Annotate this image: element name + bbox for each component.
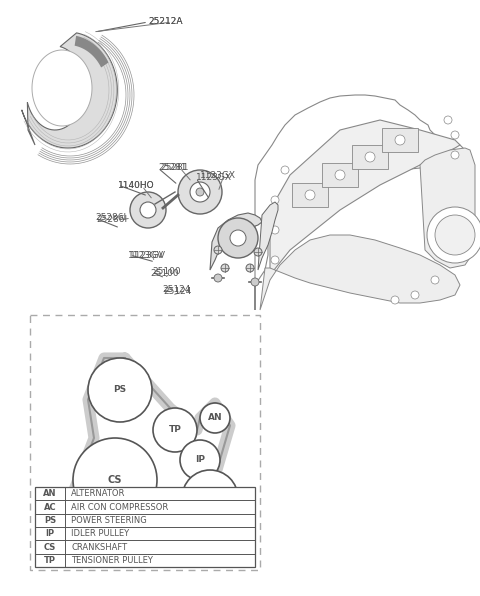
Text: CRANKSHAFT: CRANKSHAFT: [71, 542, 127, 551]
Text: TP: TP: [44, 556, 56, 565]
Circle shape: [444, 116, 452, 124]
Text: IDLER PULLEY: IDLER PULLEY: [71, 529, 129, 538]
Bar: [382, 128, 418, 152]
Circle shape: [230, 230, 246, 246]
Circle shape: [214, 274, 222, 282]
Polygon shape: [258, 202, 278, 270]
Text: CS: CS: [108, 475, 122, 485]
Text: AN: AN: [208, 414, 222, 423]
Circle shape: [451, 151, 459, 159]
Text: 25286I: 25286I: [95, 213, 126, 222]
Bar: [30, 315, 260, 570]
Circle shape: [200, 403, 230, 433]
Text: 1140HO: 1140HO: [118, 182, 155, 191]
Text: 1123GX: 1123GX: [200, 170, 236, 179]
Text: AN: AN: [43, 489, 57, 498]
Bar: [292, 183, 328, 207]
Circle shape: [182, 470, 238, 526]
Circle shape: [427, 207, 480, 263]
Text: PS: PS: [113, 386, 127, 395]
Circle shape: [214, 246, 222, 254]
Text: 25286I: 25286I: [96, 216, 127, 225]
Circle shape: [196, 188, 204, 196]
Text: 25212A: 25212A: [148, 17, 182, 26]
Circle shape: [140, 202, 156, 218]
Circle shape: [391, 296, 399, 304]
Text: AC: AC: [203, 493, 217, 502]
Text: 1140HO: 1140HO: [118, 181, 155, 190]
Circle shape: [153, 408, 197, 452]
Circle shape: [251, 278, 259, 286]
Text: CS: CS: [44, 542, 56, 551]
Text: TENSIONER PULLEY: TENSIONER PULLEY: [71, 556, 153, 565]
Text: 25124: 25124: [163, 287, 192, 296]
Text: 25100: 25100: [150, 269, 179, 278]
Bar: [35, 487, 255, 567]
Polygon shape: [32, 50, 92, 126]
Bar: [352, 145, 388, 169]
Text: AIR CON COMPRESSOR: AIR CON COMPRESSOR: [71, 502, 168, 511]
Circle shape: [130, 192, 166, 228]
Text: ALTERNATOR: ALTERNATOR: [71, 489, 125, 498]
Polygon shape: [210, 213, 262, 270]
Circle shape: [180, 440, 220, 480]
Polygon shape: [75, 36, 108, 67]
Circle shape: [411, 291, 419, 299]
Text: 25281: 25281: [158, 163, 187, 172]
Circle shape: [435, 215, 475, 255]
Text: POWER STEERING: POWER STEERING: [71, 516, 147, 525]
Text: 1123GX: 1123GX: [196, 173, 232, 182]
Circle shape: [395, 135, 405, 145]
Circle shape: [178, 170, 222, 214]
Circle shape: [271, 196, 279, 204]
Bar: [322, 163, 358, 187]
Text: 25212A: 25212A: [148, 17, 182, 26]
Circle shape: [451, 131, 459, 139]
Polygon shape: [22, 33, 117, 148]
Circle shape: [246, 264, 254, 272]
Circle shape: [218, 218, 258, 258]
Polygon shape: [255, 95, 468, 310]
Circle shape: [88, 358, 152, 422]
Text: AC: AC: [44, 502, 56, 511]
Circle shape: [190, 182, 210, 202]
Circle shape: [254, 248, 262, 256]
Text: PS: PS: [44, 516, 56, 525]
Text: 1123GV: 1123GV: [128, 252, 164, 260]
Text: IP: IP: [46, 529, 55, 538]
Circle shape: [271, 256, 279, 264]
Circle shape: [431, 276, 439, 284]
Circle shape: [281, 166, 289, 174]
Text: IP: IP: [195, 455, 205, 464]
Polygon shape: [270, 120, 460, 275]
Text: TP: TP: [168, 426, 181, 434]
Polygon shape: [420, 148, 475, 268]
Circle shape: [221, 264, 229, 272]
Text: 1123GV: 1123GV: [130, 250, 166, 259]
Circle shape: [271, 226, 279, 234]
Text: 25124: 25124: [162, 285, 191, 294]
Text: 25281: 25281: [160, 163, 189, 172]
Circle shape: [73, 438, 157, 522]
Circle shape: [335, 170, 345, 180]
Text: 25100: 25100: [152, 268, 180, 277]
Circle shape: [365, 152, 375, 162]
Polygon shape: [260, 235, 460, 310]
Circle shape: [305, 190, 315, 200]
